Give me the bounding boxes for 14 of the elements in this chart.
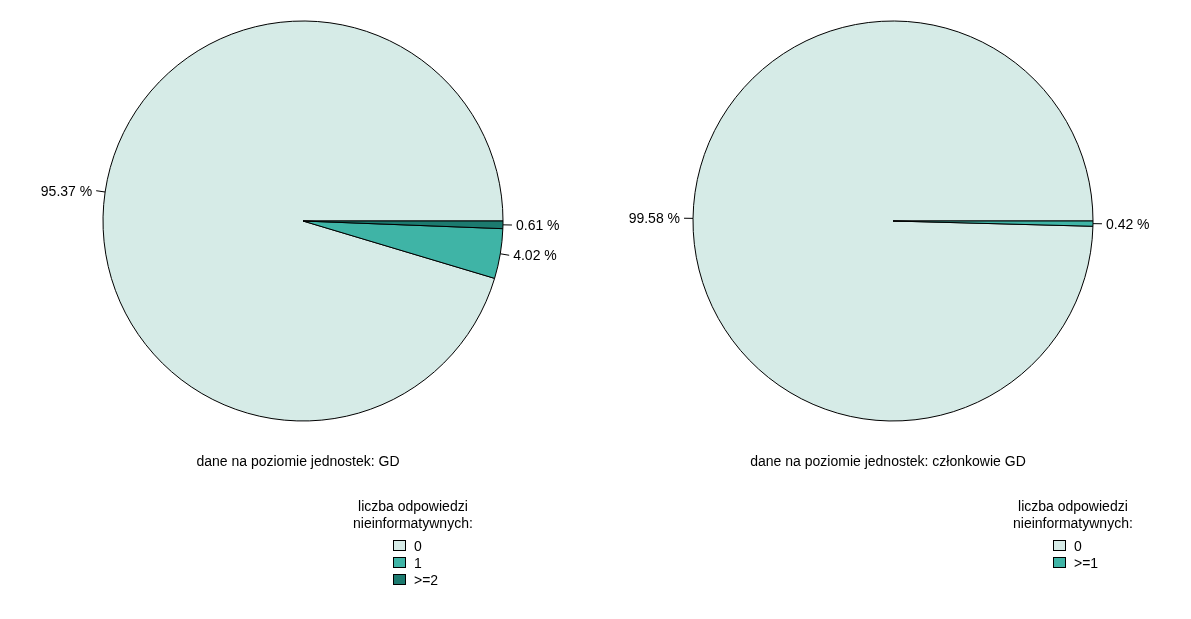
legend-label: >=2 [414,571,439,588]
legend-label: 1 [414,554,422,571]
data-label: 4.02 % [513,247,557,264]
legend-label: 0 [414,537,422,554]
data-label: 0.42 % [1105,215,1150,232]
data-label: 95.37 % [40,182,93,199]
text: dane na poziomie jednostek: GD [195,453,401,469]
text: dane na poziomie jednostek: członkowie GD [749,453,1027,469]
legend-title: liczba odpowiedzi nieinformatywnych: [1013,498,1133,532]
data-label: 99.58 % [628,210,681,227]
data-label: 0.61 % [515,217,560,233]
legend-label: >=1 [1074,554,1099,571]
legend-label: 0 [1074,537,1082,554]
legend-title: liczba odpowiedzi nieinformatywnych: [353,498,473,532]
